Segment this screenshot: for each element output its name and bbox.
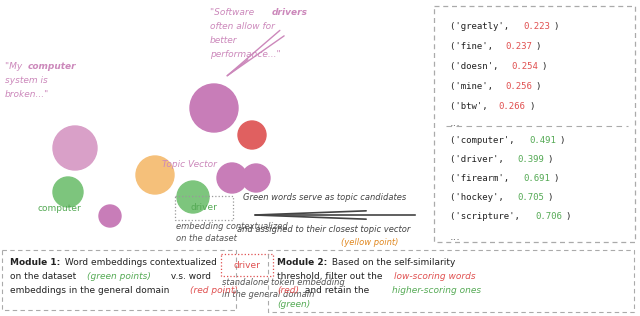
Text: higher-scoring ones: higher-scoring ones (392, 286, 481, 295)
Text: ): ) (548, 193, 553, 202)
Ellipse shape (190, 84, 238, 132)
Text: 0.491: 0.491 (529, 136, 556, 145)
Ellipse shape (99, 205, 121, 227)
Text: 0.256: 0.256 (505, 82, 532, 91)
Text: ...: ... (450, 232, 461, 242)
Text: Green words serve as topic candidates: Green words serve as topic candidates (243, 193, 406, 202)
Text: performance...": performance..." (210, 50, 280, 59)
Text: Word embeddings contextualized: Word embeddings contextualized (62, 258, 217, 267)
Text: ('driver',: ('driver', (450, 155, 509, 164)
Text: ('doesn',: ('doesn', (450, 62, 504, 71)
Text: ...: ... (450, 118, 461, 128)
Text: drivers: drivers (272, 8, 308, 17)
Text: ): ) (529, 102, 534, 111)
Text: ): ) (536, 42, 541, 51)
Text: ('scripture',: ('scripture', (450, 212, 525, 221)
Text: 0.237: 0.237 (505, 42, 532, 51)
Text: ('btw',: ('btw', (450, 102, 493, 111)
Text: ('computer',: ('computer', (450, 136, 520, 145)
Text: Topic Vector: Topic Vector (162, 160, 217, 169)
Text: embedding contextualized: embedding contextualized (176, 222, 288, 231)
Text: "My: "My (5, 62, 25, 71)
Text: ): ) (560, 136, 565, 145)
Text: (green points): (green points) (87, 272, 151, 281)
Text: ('hockey',: ('hockey', (450, 193, 509, 202)
Text: Module 1:: Module 1: (10, 258, 60, 267)
Text: standalone token embedding: standalone token embedding (222, 278, 345, 287)
Ellipse shape (242, 164, 270, 192)
Text: Module 2:: Module 2: (277, 258, 327, 267)
Text: often allow for: often allow for (210, 22, 275, 31)
Text: ('fine',: ('fine', (450, 42, 499, 51)
Text: ): ) (536, 82, 541, 91)
Text: ): ) (541, 62, 547, 71)
Text: 0.705: 0.705 (517, 193, 544, 202)
Text: low-scoring words: low-scoring words (394, 272, 476, 281)
Text: broken...": broken..." (5, 90, 49, 99)
Text: Based on the self-similarity: Based on the self-similarity (329, 258, 456, 267)
Text: system is: system is (5, 76, 48, 85)
Text: ('firearm',: ('firearm', (450, 174, 515, 183)
Text: better: better (210, 36, 237, 45)
Text: and retain the: and retain the (302, 286, 372, 295)
Text: ): ) (554, 22, 559, 31)
Text: 0.399: 0.399 (517, 155, 544, 164)
Text: in the general domain: in the general domain (222, 290, 314, 299)
Text: ): ) (548, 155, 553, 164)
Text: computer: computer (38, 204, 82, 213)
Text: ): ) (566, 212, 572, 221)
Text: 0.254: 0.254 (511, 62, 538, 71)
Text: computer: computer (28, 62, 77, 71)
Text: 0.691: 0.691 (524, 174, 550, 183)
Text: 0.266: 0.266 (499, 102, 525, 111)
Ellipse shape (217, 163, 247, 193)
Ellipse shape (177, 181, 209, 213)
Text: v.s. word: v.s. word (168, 272, 211, 281)
Text: "Software: "Software (210, 8, 257, 17)
Text: ('mine',: ('mine', (450, 82, 499, 91)
Text: driver: driver (234, 260, 260, 270)
Ellipse shape (53, 177, 83, 207)
Text: on the dataset: on the dataset (10, 272, 79, 281)
Text: (yellow point): (yellow point) (341, 238, 399, 247)
Text: ): ) (554, 174, 559, 183)
Text: 0.223: 0.223 (524, 22, 550, 31)
Ellipse shape (53, 126, 97, 170)
Text: (red point): (red point) (190, 286, 238, 295)
Ellipse shape (136, 156, 174, 194)
Text: threshold, filter out the: threshold, filter out the (277, 272, 385, 281)
Text: and assigned to their closest topic vector: and assigned to their closest topic vect… (237, 225, 413, 234)
Text: (red): (red) (277, 286, 299, 295)
Ellipse shape (238, 121, 266, 149)
Text: 0.706: 0.706 (536, 212, 563, 221)
Text: driver: driver (191, 204, 218, 212)
Text: (green): (green) (277, 300, 310, 309)
Text: on the dataset: on the dataset (176, 234, 237, 243)
Text: embeddings in the general domain: embeddings in the general domain (10, 286, 172, 295)
Text: ('greatly',: ('greatly', (450, 22, 515, 31)
